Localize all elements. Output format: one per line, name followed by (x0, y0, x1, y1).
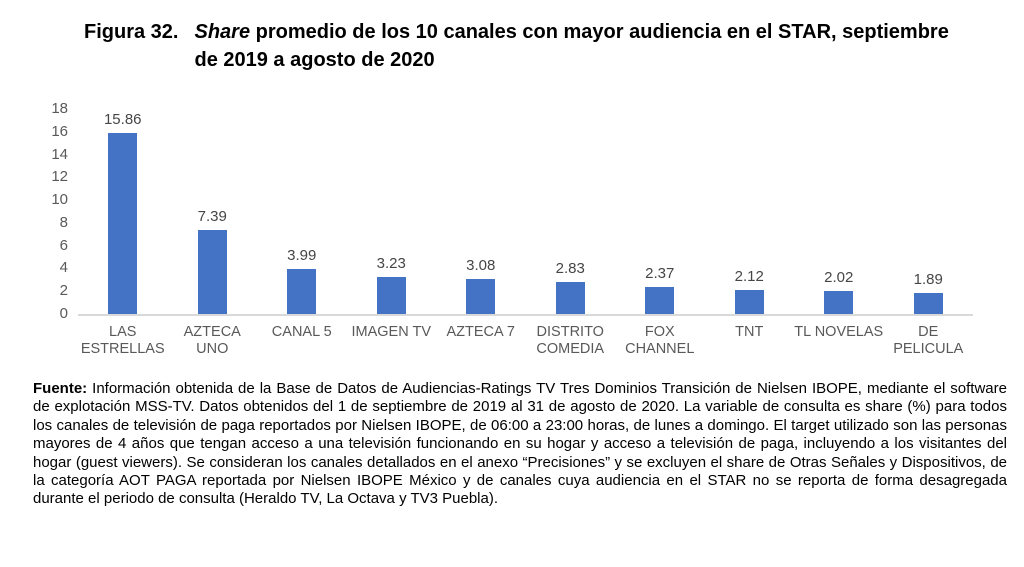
bar-value-label: 3.23 (376, 255, 406, 273)
figure-number: Figura 32. (84, 21, 179, 43)
title-italic-word: Share (194, 21, 251, 43)
bar (376, 277, 406, 314)
source-text: Información obtenida de la Base de Datos… (33, 380, 1007, 508)
bar-chart: 0 2 4 6 8 10 12 14 16 18 15.86 7.39 3.99 3.23 3.08 2.8… (33, 101, 973, 358)
y-axis-tick-label: 12 (51, 168, 68, 186)
x-axis-label: TNT (735, 324, 764, 340)
figure-title: Figura 32. Share promedio de los 10 cana… (84, 18, 984, 74)
bar (734, 289, 764, 314)
y-axis-tick-label: 18 (51, 100, 68, 117)
bar (645, 287, 675, 314)
bar-column: 2.12 (705, 268, 795, 314)
bar (466, 278, 496, 314)
bar-value-label: 15.86 (103, 111, 142, 129)
bar-value-label: 3.99 (287, 246, 317, 264)
x-axis-label: IMAGEN TV (351, 324, 432, 340)
bar-column: 15.86 (78, 111, 168, 314)
y-axis: 0 2 4 6 8 10 12 14 16 18 (33, 101, 78, 322)
bar-column: 2.02 (794, 269, 884, 314)
x-axis-labels: LAS ESTRELLAS AZTECA UNO CANAL 5 IMAGEN TV A… (78, 324, 973, 358)
bar-value-label: 2.12 (734, 267, 764, 285)
y-axis-tick-label: 8 (59, 213, 68, 231)
figure-page: Figura 32. Share promedio de los 10 cana… (0, 18, 1024, 509)
x-axis-label: LAS ESTRELLAS (80, 324, 165, 357)
y-axis-tick-label: 14 (51, 145, 68, 163)
bar-column: 3.99 (257, 247, 347, 314)
bar-column: 3.23 (347, 255, 437, 314)
bar-column: 1.89 (884, 270, 974, 314)
bar-value-label: 2.37 (645, 265, 675, 282)
bar-value-label: 1.89 (913, 270, 943, 288)
x-axis-label: AZTECA UNO (183, 324, 241, 357)
x-axis-label: DISTRITO COMEDIA (536, 324, 605, 357)
x-axis-label: AZTECA 7 (446, 324, 516, 340)
bar-value-label: 3.08 (466, 256, 496, 274)
y-axis-tick-label: 16 (51, 122, 68, 140)
x-axis-label: TL NOVELAS (794, 324, 884, 340)
y-axis-tick-label: 0 (59, 305, 68, 322)
bar (197, 229, 227, 314)
bar-column: 2.83 (526, 260, 616, 314)
source-label: Fuente: (33, 380, 88, 397)
bar (824, 291, 854, 314)
bar-column: 7.39 (168, 208, 258, 314)
source-note: Fuente: Información obtenida de la Base … (33, 380, 1007, 509)
bar-column: 2.37 (615, 265, 705, 314)
title-rest: promedio de los 10 canales con mayor aud… (194, 21, 949, 71)
bar-value-label: 2.02 (824, 269, 854, 286)
y-axis-tick-label: 6 (59, 236, 68, 254)
y-axis-tick-label: 10 (51, 191, 68, 209)
plot-area: 15.86 7.39 3.99 3.23 3.08 2.83 2.37 2.12 2.02 1.8… (78, 109, 973, 316)
x-axis-label: DE PELICULA (893, 324, 964, 357)
y-axis-tick-label: 2 (59, 282, 68, 300)
plot-wrap: 15.86 7.39 3.99 3.23 3.08 2.83 2.37 2.12 2.02 1.8… (78, 109, 973, 358)
bar (913, 292, 943, 314)
bar-column: 3.08 (436, 257, 526, 314)
bar-value-label: 7.39 (197, 207, 227, 225)
bar (555, 281, 585, 314)
x-axis-label: FOX CHANNEL (625, 324, 695, 357)
x-axis-label: CANAL 5 (271, 324, 332, 340)
y-axis-tick-label: 4 (59, 259, 68, 277)
bar-value-label: 2.83 (555, 259, 585, 277)
bar (108, 133, 138, 314)
figure-title-text: Share promedio de los 10 canales con may… (194, 18, 979, 74)
bar (287, 268, 317, 314)
